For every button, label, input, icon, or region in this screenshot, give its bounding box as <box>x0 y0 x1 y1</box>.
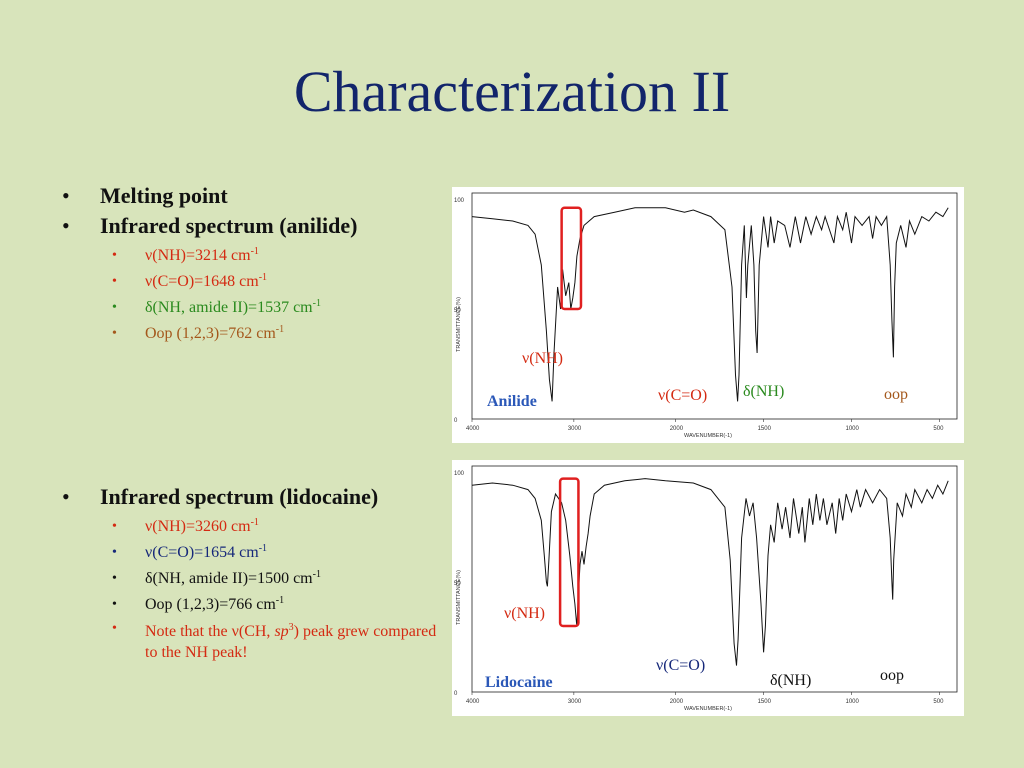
lidocaine-y-tick-label: 50 <box>454 581 461 587</box>
anilide-oop-text: Oop (1,2,3)=762 cm <box>145 325 276 342</box>
lidocaine-y-tick-label: 0 <box>454 691 458 697</box>
anilide-oop-item: • Oop (1,2,3)=762 cm-1 <box>62 321 357 347</box>
anilide-nh-annotation: ν(NH) <box>522 350 563 367</box>
anilide-co-sup: -1 <box>258 272 268 283</box>
sub-bullet-dot: • <box>112 248 117 263</box>
note-sup: 3 <box>288 622 294 633</box>
anilide-nh-sup: -1 <box>250 246 259 257</box>
lidocaine-dnh-annotation: δ(NH) <box>770 672 812 689</box>
anilide-amide-item: • δ(NH, amide II)=1537 cm-1 <box>62 295 357 321</box>
lidocaine-co-sup: -1 <box>258 543 268 554</box>
note-part1: Note that the ν(CH, <box>145 623 275 640</box>
lidocaine-x-tick-label: 3000 <box>568 699 582 705</box>
sub-bullet-dot: • <box>112 274 117 289</box>
bullet-ir-anilide: • Infrared spectrum (anilide) <box>62 211 357 241</box>
lidocaine-note-item: • Note that the ν(CH, sp3) peak grew com… <box>62 618 445 663</box>
lower-bullet-list: • Infrared spectrum (lidocaine) • ν(NH)=… <box>62 482 445 663</box>
lidocaine-x-tick-label: 1500 <box>758 699 772 705</box>
anilide-x-tick-label: 4000 <box>466 426 480 432</box>
anilide-nh-item: • ν(NH)=3214 cm-1 <box>62 243 357 269</box>
anilide-plot-frame <box>471 192 958 420</box>
anilide-x-tick-label: 1500 <box>758 426 772 432</box>
sub-bullet-dot: • <box>112 621 117 636</box>
anilide-co-annotation: ν(C=O) <box>658 387 708 404</box>
anilide-spectrum-trace <box>471 207 949 402</box>
anilide-oop-sup: -1 <box>275 324 285 335</box>
lidocaine-spectrum-trace <box>471 478 949 666</box>
lidocaine-plot-frame <box>471 465 958 693</box>
bullet-ir-lidocaine: • Infrared spectrum (lidocaine) <box>62 482 445 512</box>
lidocaine-x-tick-label: 4000 <box>466 699 480 705</box>
anilide-nh-text: ν(NH)=3214 cm <box>145 247 251 264</box>
lidocaine-y-axis-label: TRANSMITTANCE(%) <box>456 570 462 625</box>
ir-anilide-label: Infrared spectrum (anilide) <box>100 213 358 238</box>
lidocaine-amide-item: • δ(NH, amide II)=1500 cm-1 <box>62 566 445 592</box>
lidocaine-oop-item: • Oop (1,2,3)=766 cm-1 <box>62 592 445 618</box>
anilide-amide-text: δ(NH, amide II)=1537 cm <box>145 299 313 316</box>
sub-bullet-dot: • <box>112 300 117 315</box>
upper-bullet-list: • Melting point • Infrared spectrum (ani… <box>62 181 357 347</box>
lidocaine-oop-sup: -1 <box>275 595 285 606</box>
sub-bullet-dot: • <box>112 545 117 560</box>
note-italic: sp <box>274 623 289 640</box>
anilide-oop-annotation: oop <box>884 386 908 403</box>
lidocaine-co-item: • ν(C=O)=1654 cm-1 <box>62 540 445 566</box>
lidocaine-amide-sup: -1 <box>312 569 321 580</box>
lidocaine-x-axis-label: WAVENUMBER(-1) <box>684 706 732 712</box>
lidocaine-nh-text: ν(NH)=3260 cm <box>145 518 251 535</box>
anilide-x-tick-label: 1000 <box>846 426 860 432</box>
anilide-x-tick-label: 2000 <box>670 426 684 432</box>
anilide-y-tick-label: 0 <box>454 418 458 424</box>
note-part2: ) peak grew compared to the NH peak! <box>145 623 437 661</box>
lidocaine-x-tick-label: 1000 <box>846 699 860 705</box>
bullet-dot: • <box>62 213 70 238</box>
sub-bullet-dot: • <box>112 597 117 612</box>
lidocaine-co-annotation: ν(C=O) <box>656 657 706 674</box>
lidocaine-y-tick-label: 100 <box>454 471 465 477</box>
anilide-dnh-annotation: δ(NH) <box>743 383 785 400</box>
lidocaine-ir-spectrum: 100 50 0 4000 3000 2000 1500 1000 500 WAVENUMBER(… <box>452 460 964 716</box>
lidocaine-x-tick-label: 2000 <box>670 699 684 705</box>
lidocaine-name-label: Lidocaine <box>485 674 553 691</box>
anilide-name-label: Anilide <box>487 393 537 410</box>
sub-bullet-dot: • <box>112 571 117 586</box>
anilide-amide-sup: -1 <box>312 298 321 309</box>
bullet-dot: • <box>62 484 70 509</box>
anilide-y-tick-label: 100 <box>454 198 465 204</box>
anilide-ch-highlight-box <box>560 206 583 311</box>
anilide-co-item: • ν(C=O)=1648 cm-1 <box>62 269 357 295</box>
lidocaine-co-text: ν(C=O)=1654 cm <box>145 544 259 561</box>
anilide-ir-spectrum: 100 50 0 4000 3000 2000 1500 1000 500 WAVENUMBER(… <box>452 187 964 443</box>
lidocaine-oop-annotation: oop <box>880 667 904 684</box>
melting-point-label: Melting point <box>100 183 228 208</box>
anilide-y-axis-label: TRANSMITTANCE(%) <box>456 297 462 352</box>
sub-bullet-dot: • <box>112 326 117 341</box>
anilide-co-text: ν(C=O)=1648 cm <box>145 273 259 290</box>
lidocaine-nh-sup: -1 <box>250 517 259 528</box>
lidocaine-oop-text: Oop (1,2,3)=766 cm <box>145 596 276 613</box>
anilide-x-tick-label: 3000 <box>568 426 582 432</box>
lidocaine-ch-highlight-box <box>558 477 580 628</box>
ir-lidocaine-label: Infrared spectrum (lidocaine) <box>100 484 379 509</box>
slide-title: Characterization II <box>293 59 731 124</box>
lidocaine-amide-text: δ(NH, amide II)=1500 cm <box>145 570 313 587</box>
lidocaine-nh-item: • ν(NH)=3260 cm-1 <box>62 514 445 540</box>
sub-bullet-dot: • <box>112 519 117 534</box>
anilide-x-axis-label: WAVENUMBER(-1) <box>684 433 732 439</box>
bullet-dot: • <box>62 183 70 208</box>
lidocaine-nh-annotation: ν(NH) <box>504 605 545 622</box>
lidocaine-x-tick-label: 500 <box>933 699 944 705</box>
bullet-melting-point: • Melting point <box>62 181 357 211</box>
anilide-x-tick-label: 500 <box>933 426 944 432</box>
anilide-y-tick-label: 50 <box>454 308 461 314</box>
